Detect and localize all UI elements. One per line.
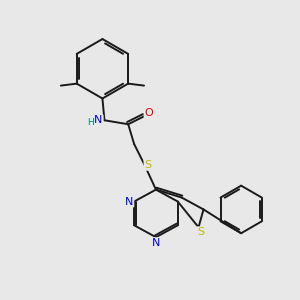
Text: N: N xyxy=(94,115,103,125)
Text: N: N xyxy=(125,196,134,206)
Text: H: H xyxy=(87,118,94,127)
Text: S: S xyxy=(145,160,152,170)
Text: N: N xyxy=(152,238,160,248)
Text: S: S xyxy=(197,227,204,237)
Text: O: O xyxy=(145,108,153,118)
